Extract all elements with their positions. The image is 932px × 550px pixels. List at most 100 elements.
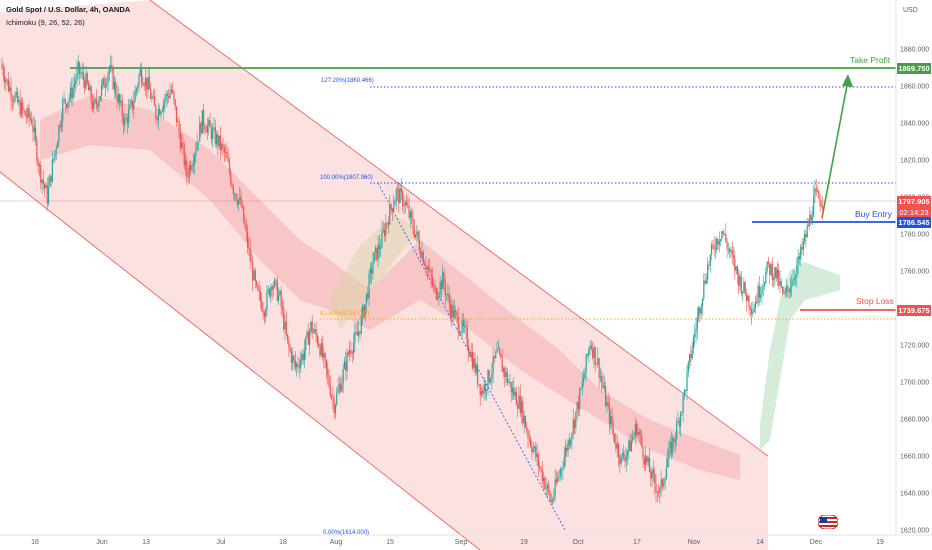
candle-body — [131, 100, 134, 110]
candle-body — [14, 95, 16, 102]
candle-body — [457, 315, 459, 332]
candle-body — [140, 68, 143, 83]
candle-body — [722, 231, 724, 235]
candle-body — [203, 110, 205, 127]
candle-body — [66, 104, 68, 108]
candle-body — [343, 361, 346, 369]
candle-body — [602, 382, 604, 389]
candle-body — [456, 312, 458, 316]
fib-zero-label: 0.00%(1614.000) — [323, 530, 369, 536]
candle-body — [345, 361, 347, 371]
ichimoku-cloud-tan — [330, 215, 420, 330]
candle-body — [115, 81, 117, 95]
candle-body — [336, 392, 338, 405]
candle-body — [224, 151, 227, 153]
time-tick-label: Jul — [217, 539, 226, 546]
price-axis[interactable]: 1620.000 1640.000 1660.000 1680.000 1700.000… — [900, 47, 929, 535]
candle-body — [302, 354, 304, 361]
candle-body — [747, 295, 749, 302]
candle-body — [637, 431, 639, 436]
candle-body — [532, 448, 534, 453]
candle-body — [491, 373, 493, 380]
candle-body — [548, 484, 550, 492]
candle-body — [321, 343, 324, 358]
candle-body — [142, 82, 144, 86]
candle-body — [129, 103, 131, 110]
candle-body — [572, 419, 574, 434]
candle-body — [766, 261, 768, 272]
candle-body — [720, 239, 722, 242]
candle-body — [303, 350, 306, 361]
candle-body — [727, 248, 729, 250]
candle-body — [6, 79, 8, 81]
us-flag-icon[interactable] — [818, 515, 838, 529]
buy-entry-price-pill: 1786.545 — [897, 217, 931, 228]
candle-body — [258, 290, 260, 292]
candle-body — [691, 349, 693, 359]
candle-body — [98, 100, 100, 107]
candle-body — [639, 434, 642, 436]
price-tick-label: 1640.000 — [900, 491, 929, 498]
candle-body — [444, 285, 446, 296]
candle-body — [381, 230, 383, 248]
fib-127-label: 127.20%(1860.466) — [321, 78, 374, 84]
candle-body — [108, 67, 110, 75]
candle-body — [805, 234, 807, 238]
candle-body — [120, 100, 122, 103]
candle-body — [685, 390, 687, 391]
candle-body — [50, 175, 52, 182]
candle-body — [380, 247, 382, 250]
candle-body — [62, 100, 64, 122]
candle-body — [513, 387, 515, 397]
candle-body — [701, 298, 704, 307]
candle-body — [200, 122, 202, 134]
time-axis[interactable]: 16 Jun 13 Jul 18 Aug 15 Sep 19 Oct 17 Nov 14 Dec 19 — [31, 539, 884, 546]
candle-body — [72, 87, 74, 99]
candle-body — [408, 206, 410, 218]
candle-body — [107, 74, 109, 84]
candle-body — [421, 252, 423, 258]
candle-body — [156, 118, 158, 120]
candle-body — [256, 281, 258, 286]
candle-body — [502, 368, 505, 372]
candle-body — [330, 395, 333, 397]
candle-body — [632, 437, 634, 441]
candle-body — [807, 224, 810, 226]
candle-body — [776, 269, 779, 279]
candle-body — [667, 459, 669, 468]
candle-body — [41, 179, 43, 183]
candle-body — [365, 293, 368, 305]
candle-body — [173, 91, 175, 100]
candle-body — [430, 269, 432, 278]
candle-body — [42, 179, 44, 184]
indicator-legend[interactable]: Ichimoku (9, 26, 52, 26) — [6, 18, 85, 27]
candle-body — [467, 346, 470, 353]
candle-body — [13, 100, 15, 102]
candle-body — [320, 343, 322, 356]
candle-body — [676, 422, 678, 440]
time-tick-label: 18 — [279, 539, 287, 546]
candle-body — [346, 352, 348, 371]
candle-body — [417, 231, 419, 240]
candle-body — [301, 354, 303, 361]
candle-body — [557, 477, 559, 483]
candle-body — [545, 487, 547, 489]
candle-body — [460, 332, 462, 334]
candle-body — [272, 285, 275, 290]
candle-body — [244, 221, 246, 227]
candle-body — [418, 239, 421, 252]
candle-body — [214, 127, 216, 144]
candle-body — [37, 161, 39, 167]
candle-body — [599, 376, 602, 379]
candle-body — [10, 87, 12, 100]
candle-body — [749, 307, 751, 310]
candle-body — [703, 280, 705, 299]
candle-body — [497, 348, 499, 350]
candle-body — [373, 252, 375, 264]
candle-body — [76, 69, 78, 81]
price-tick-label: 1860.000 — [900, 84, 929, 91]
candle-body — [206, 125, 209, 133]
candle-body — [533, 446, 536, 449]
candle-body — [363, 306, 365, 318]
